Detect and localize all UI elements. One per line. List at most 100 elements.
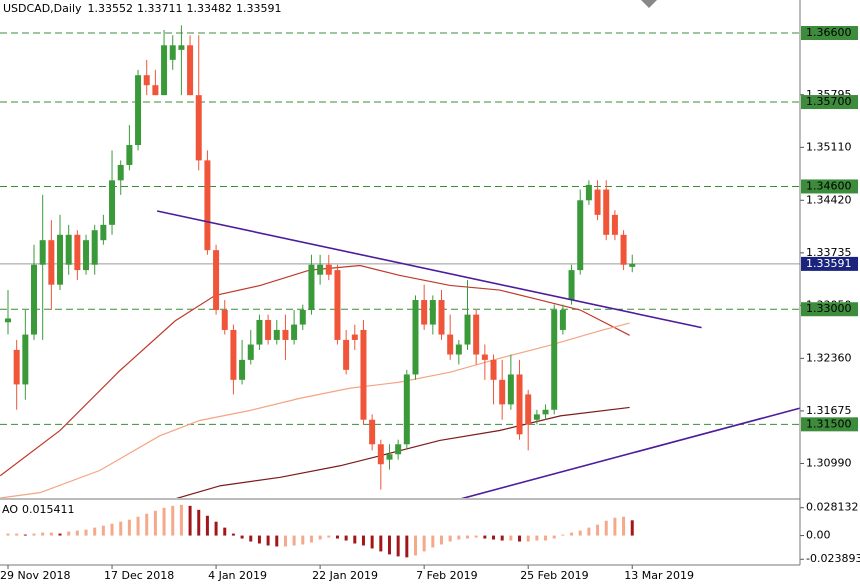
indicator-bar	[604, 520, 608, 536]
indicator-bar	[544, 535, 548, 541]
indicator-bar	[335, 535, 339, 539]
candle-body	[490, 359, 497, 380]
candle-body	[57, 234, 64, 285]
indicator-bar	[448, 535, 452, 542]
price-pane	[0, 25, 800, 498]
indicator-bar	[23, 534, 27, 536]
candle-body	[325, 264, 332, 275]
indicator-bar	[171, 505, 175, 536]
indicator-bar	[483, 535, 487, 539]
indicator-bar	[587, 527, 591, 536]
indicator-bar	[613, 517, 617, 536]
candle-body	[109, 180, 116, 225]
candle-body	[265, 319, 272, 340]
level-label: 1.33000	[806, 302, 852, 315]
level-box	[801, 25, 858, 40]
candle-body	[403, 374, 410, 445]
indicator-bar	[492, 535, 496, 540]
candle-body	[13, 349, 20, 385]
indicator-bar	[561, 534, 565, 536]
indicator-bar	[257, 535, 261, 544]
indicator-name: AO	[2, 503, 18, 516]
indicator-bar	[552, 535, 556, 539]
candle-body	[178, 45, 185, 50]
candle-body	[559, 310, 566, 330]
indicator-bar	[327, 535, 331, 538]
indicator-bar	[136, 516, 140, 536]
indicator-tick-label: 0.028132	[806, 501, 859, 514]
indicator-value: 0.015411	[22, 503, 75, 516]
indicator-bar	[84, 529, 88, 536]
indicator-bar	[387, 535, 391, 555]
candle-body	[603, 189, 610, 235]
trendline	[460, 407, 800, 498]
indicator-bar	[145, 513, 149, 536]
indicator-bar	[535, 535, 539, 541]
candle-body	[412, 300, 419, 375]
candle-body	[143, 75, 150, 86]
x-tick-label: 7 Feb 2019	[416, 569, 477, 582]
x-tick-label: 25 Feb 2019	[520, 569, 588, 582]
candle-body	[317, 264, 324, 275]
indicator-bar	[413, 535, 417, 556]
indicator-bar	[361, 535, 365, 546]
indicator-bar	[301, 535, 305, 545]
candle-body	[351, 334, 358, 340]
candle-body	[516, 374, 523, 435]
candle-body	[533, 414, 540, 420]
header-open: 1.33552	[88, 2, 134, 15]
level-label: 1.36600	[806, 26, 852, 39]
level-box	[801, 95, 858, 110]
candle-body	[507, 374, 514, 405]
indicator-bar	[266, 535, 270, 546]
indicator-bar	[292, 535, 296, 546]
candle-body	[551, 310, 558, 410]
candle-body	[499, 379, 506, 405]
candle-body	[247, 344, 254, 360]
candle-body	[213, 250, 220, 311]
candle-body	[117, 164, 124, 181]
candle-body	[282, 329, 289, 340]
indicator-bar	[15, 533, 19, 536]
candle-body	[542, 409, 549, 415]
level-label: 1.31500	[806, 417, 852, 430]
indicator-tick-label: 0.00	[806, 529, 831, 542]
candle-body	[187, 45, 194, 96]
candle-body	[161, 45, 168, 96]
y-tick-label: 1.32360	[806, 351, 852, 364]
candle-body	[126, 145, 133, 165]
candle-body	[291, 324, 298, 340]
current-price-label: 1.33591	[806, 257, 852, 270]
indicator-bar	[318, 535, 322, 540]
indicator-bar	[249, 535, 253, 542]
candle-body	[455, 344, 462, 355]
indicator-bar	[474, 535, 478, 538]
candle-body	[135, 75, 142, 146]
candle-body	[169, 45, 176, 60]
y-tick-label: 1.30990	[806, 456, 852, 469]
indicator-bar	[58, 533, 62, 536]
candle-body	[100, 224, 107, 241]
indicator-bar	[67, 531, 71, 536]
x-tick-label: 17 Dec 2018	[104, 569, 174, 582]
level-box	[801, 179, 858, 194]
scroll-marker	[641, 0, 657, 8]
header-close: 1.33591	[236, 2, 282, 15]
candle-body	[377, 444, 384, 465]
candle-body	[473, 314, 480, 355]
indicator-bar	[93, 527, 97, 536]
candle-body	[273, 329, 280, 340]
candle-body	[481, 354, 488, 360]
level-box	[801, 302, 858, 317]
indicator-bar	[6, 533, 10, 536]
indicator-bar	[431, 535, 435, 548]
indicator-bar	[205, 515, 209, 536]
indicator-bar	[500, 535, 504, 541]
candle-body	[386, 454, 393, 460]
indicator-bar	[119, 521, 123, 536]
candle-body	[5, 318, 11, 323]
indicator-bar	[526, 535, 530, 542]
indicator-bar	[630, 520, 634, 536]
